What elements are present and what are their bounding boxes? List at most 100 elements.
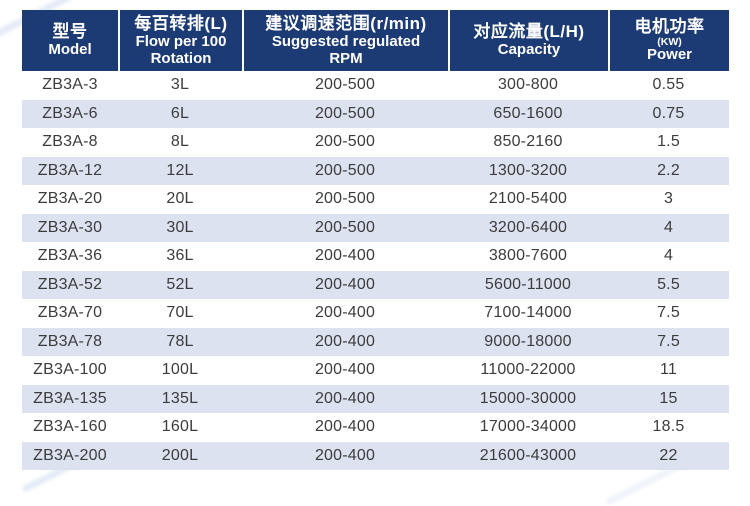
table-row: ZB3A-100 100L 200-400 11000-22000 11 [22,356,729,385]
page: { "table": { "columns": [ {"zh": "型号", "… [0,0,729,506]
table-row: ZB3A-200 200L 200-400 21600-43000 22 [22,441,729,470]
rpm-cell: 200-400 [314,361,376,379]
model-cell: ZB3A-6 [42,104,98,122]
pump-spec-table: 型号 Model 每百转排(L) Flow per 100 Rotation 建… [22,10,729,470]
header-power-kw: (KW) [657,35,682,48]
rpm-cell: 200-500 [314,104,376,122]
capacity-cell: 1300-3200 [488,161,568,179]
model-cell: ZB3A-100 [33,361,107,379]
capacity-cell: 21600-43000 [479,446,577,464]
header-capacity: 对应流量(L/H) Capacity [448,10,608,71]
table-row: ZB3A-36 36L 200-400 3800-7600 4 [22,242,729,271]
model-cell: ZB3A-12 [37,161,103,179]
power-cell: 1.5 [657,133,680,151]
flow-cell: 52L [166,275,194,293]
rpm-cell: 200-400 [314,418,376,436]
table-body: ZB3A-3 3L 200-500 300-800 0.55 ZB3A-6 6L… [22,71,729,470]
flow-cell: 160L [161,418,199,436]
power-cell: 11 [659,361,677,379]
table-row: ZB3A-3 3L 200-500 300-800 0.55 [22,71,729,100]
model-cell: ZB3A-78 [37,332,103,350]
table-row: ZB3A-6 6L 200-500 650-1600 0.75 [22,99,729,128]
capacity-cell: 11000-22000 [480,361,576,379]
model-cell: ZB3A-20 [37,190,103,208]
flow-cell: 36L [166,247,194,265]
capacity-cell: 15000-30000 [479,389,577,407]
power-cell: 18.5 [652,418,685,436]
power-cell: 0.55 [652,76,685,94]
header-rpm-zh: 建议调速范围(r/min) [265,13,427,33]
header-power-zh: 电机功率 [634,16,705,36]
header-capacity-zh: 对应流量(L/H) [473,22,585,42]
flow-cell: 30L [166,218,194,236]
rpm-cell: 200-400 [314,389,376,407]
rpm-cell: 200-500 [314,190,376,208]
model-cell: ZB3A-135 [33,389,107,407]
power-cell: 3 [663,190,674,208]
rpm-cell: 200-400 [314,247,376,265]
rpm-cell: 200-400 [314,446,376,464]
model-cell: ZB3A-3 [42,76,98,94]
power-cell: 0.75 [652,104,685,122]
rpm-cell: 200-400 [314,275,376,293]
capacity-cell: 650-1600 [493,104,563,122]
header-power: 电机功率 (KW) Power [608,10,729,71]
capacity-cell: 5600-11000 [484,275,572,293]
model-cell: ZB3A-8 [42,133,98,151]
capacity-cell: 17000-34000 [479,418,577,436]
rpm-cell: 200-400 [314,332,376,350]
model-cell: ZB3A-36 [37,247,103,265]
flow-cell: 100L [161,361,199,379]
flow-cell: 12L [166,161,194,179]
table-row: ZB3A-30 30L 200-500 3200-6400 4 [22,213,729,242]
rpm-cell: 200-500 [314,218,376,236]
capacity-cell: 9000-18000 [484,332,572,350]
table-row: ZB3A-160 160L 200-400 17000-34000 18.5 [22,413,729,442]
header-rpm: 建议调速范围(r/min) Suggested regulated RPM [242,10,448,71]
table-row: ZB3A-52 52L 200-400 5600-11000 5.5 [22,270,729,299]
header-model-en: Model [48,41,92,59]
flow-cell: 135L [161,389,199,407]
flow-cell: 78L [166,332,194,350]
model-cell: ZB3A-30 [37,218,103,236]
header-flow-zh: 每百转排(L) [134,13,228,33]
power-cell: 15 [659,389,678,407]
capacity-cell: 3800-7600 [488,247,568,265]
capacity-cell: 7100-14000 [484,304,572,322]
header-rpm-en1: Suggested regulated [271,32,421,50]
flow-cell: 8L [170,133,190,151]
header-flow-en2: Rotation [150,49,212,67]
rpm-cell: 200-400 [314,304,376,322]
header-flow: 每百转排(L) Flow per 100 Rotation [118,10,242,71]
model-cell: ZB3A-200 [33,446,107,464]
header-model: 型号 Model [22,10,118,71]
power-cell: 4 [663,218,674,236]
table-row: ZB3A-78 78L 200-400 9000-18000 7.5 [22,327,729,356]
table-row: ZB3A-135 135L 200-400 15000-30000 15 [22,384,729,413]
rpm-cell: 200-500 [314,161,376,179]
model-cell: ZB3A-160 [33,418,107,436]
rpm-cell: 200-500 [314,76,376,94]
table-row: ZB3A-12 12L 200-500 1300-3200 2.2 [22,156,729,185]
table-header-row: 型号 Model 每百转排(L) Flow per 100 Rotation 建… [22,10,729,71]
header-power-en: Power [646,46,692,64]
power-cell: 7.5 [657,332,680,350]
rpm-cell: 200-500 [314,133,376,151]
header-rpm-en2: RPM [329,49,363,67]
power-cell: 22 [659,446,678,464]
flow-cell: 200L [161,446,199,464]
capacity-cell: 2100-5400 [488,190,568,208]
flow-cell: 3L [170,76,190,94]
header-capacity-en: Capacity [497,41,561,59]
power-cell: 2.2 [657,161,680,179]
power-cell: 7.5 [657,304,680,322]
header-flow-en1: Flow per 100 [135,32,227,50]
flow-cell: 20L [166,190,194,208]
header-model-zh: 型号 [52,22,88,42]
table-row: ZB3A-8 8L 200-500 850-2160 1.5 [22,128,729,157]
flow-cell: 6L [170,104,190,122]
model-cell: ZB3A-70 [37,304,103,322]
power-cell: 5.5 [657,275,680,293]
capacity-cell: 3200-6400 [488,218,568,236]
flow-cell: 70L [166,304,194,322]
